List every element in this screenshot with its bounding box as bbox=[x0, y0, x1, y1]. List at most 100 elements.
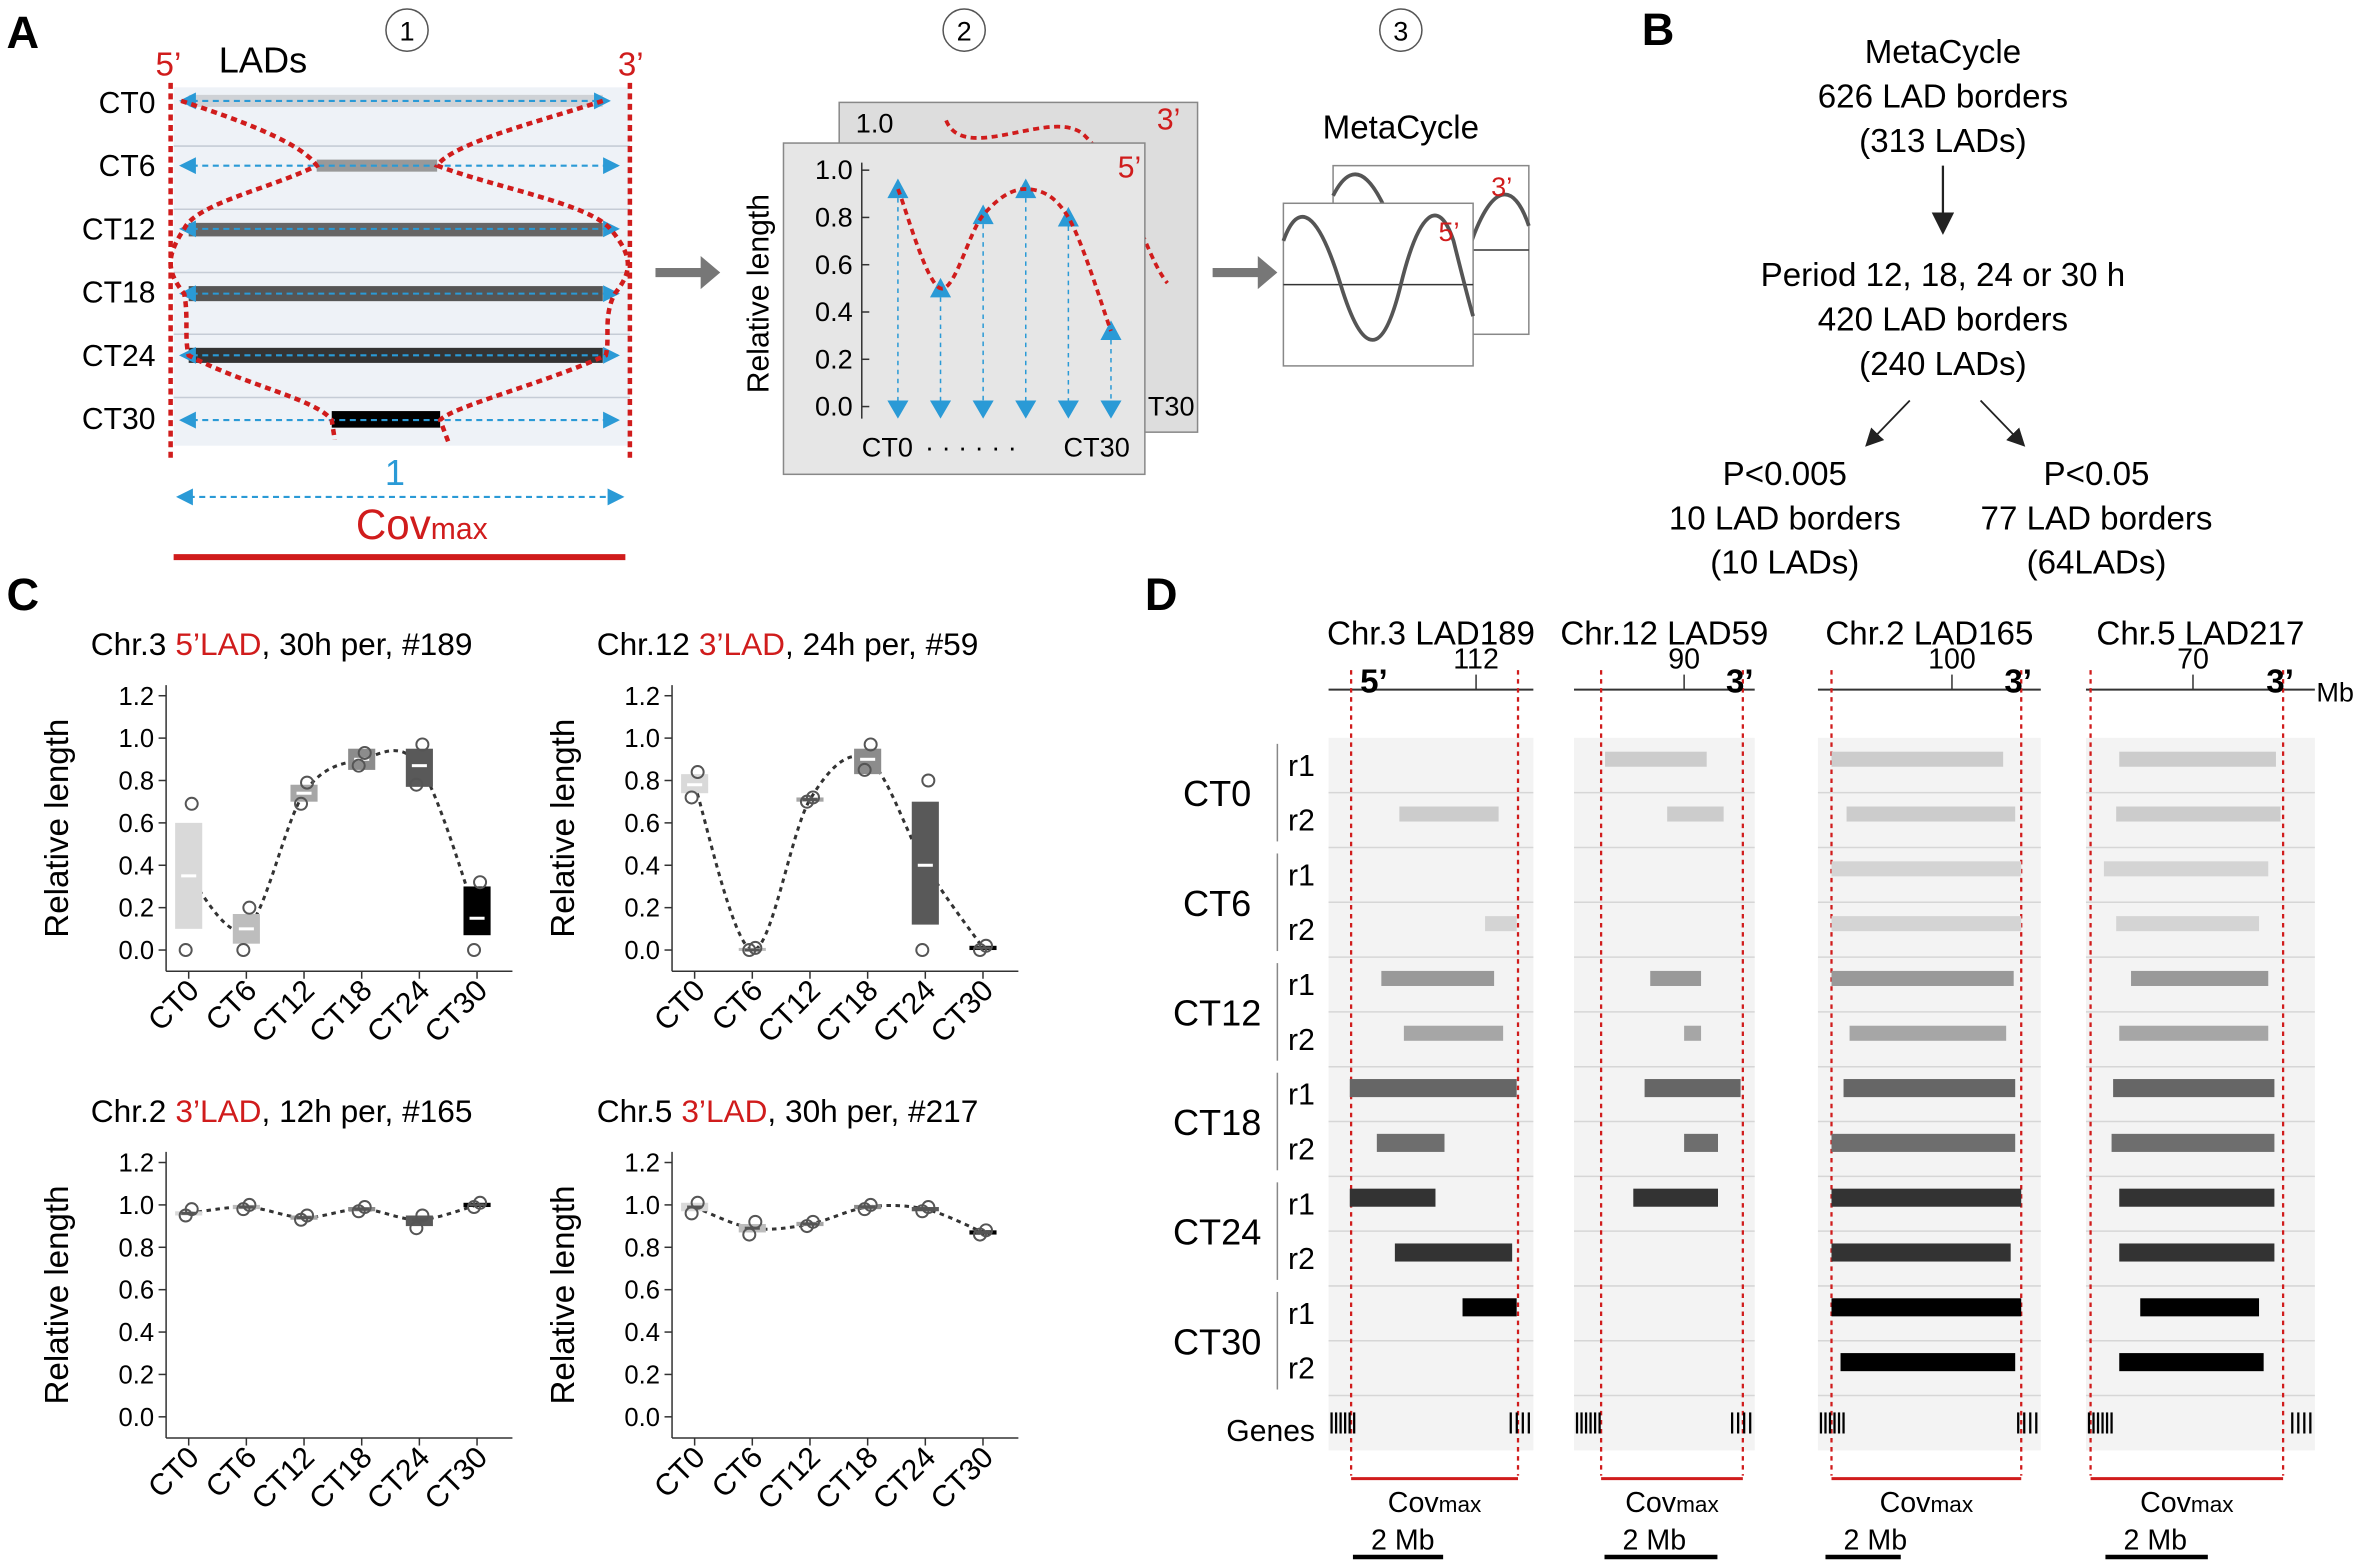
title-part: Chr.3 bbox=[91, 626, 167, 662]
point bbox=[294, 1212, 309, 1227]
flow-text: Period 12, 18, 24 or 30 h bbox=[1761, 257, 2125, 294]
box bbox=[463, 886, 491, 936]
cov: Cov bbox=[1880, 1487, 1932, 1519]
lad-bar bbox=[2116, 916, 2260, 932]
point bbox=[690, 765, 705, 780]
point bbox=[473, 875, 488, 890]
x-end: CT30 bbox=[1064, 431, 1130, 462]
lad-bar bbox=[1831, 751, 2004, 767]
title-part: , 30h per, #189 bbox=[262, 626, 473, 662]
y-tick-label: 0.8 bbox=[624, 768, 660, 796]
replicate-label: r1 bbox=[1288, 1079, 1315, 1112]
lad-bar bbox=[1831, 1188, 2022, 1207]
y-tick-label: 0.2 bbox=[624, 1361, 660, 1389]
y-tick-label: 0.8 bbox=[815, 201, 853, 232]
cov-sub: max bbox=[2191, 1492, 2234, 1517]
scale-label: 2 Mb bbox=[1844, 1524, 1908, 1556]
y-axis-label: Relative length bbox=[742, 194, 775, 393]
point bbox=[921, 773, 936, 788]
y-tick-label: 1.0 bbox=[815, 154, 853, 185]
point bbox=[467, 1200, 482, 1215]
unit-label: Mb bbox=[2316, 677, 2354, 708]
condition-label: CT18 bbox=[1173, 1102, 1261, 1143]
border-curves bbox=[168, 82, 633, 460]
three-prime: 3’ bbox=[618, 46, 644, 83]
y-tick-label: 0.6 bbox=[118, 1277, 154, 1305]
lad-bar bbox=[1349, 1079, 1517, 1098]
front-five: 5’ bbox=[1118, 152, 1141, 185]
replicate-label: r2 bbox=[1288, 1243, 1315, 1276]
flow-text: (313 LADs) bbox=[1859, 123, 2026, 160]
replicate-label: r1 bbox=[1288, 969, 1315, 1002]
row-label: CT18 bbox=[82, 277, 156, 310]
replicate-label: r2 bbox=[1288, 1024, 1315, 1057]
x-tick-label: CT18 bbox=[809, 1441, 884, 1516]
y-tick-label: 0.4 bbox=[815, 296, 853, 327]
x-tick-label: CT12 bbox=[246, 974, 321, 1049]
y-tick-label: 0.6 bbox=[815, 249, 853, 280]
column-title: Chr.12 LAD59 bbox=[1560, 615, 1768, 652]
chart-title: Chr.5 3’LAD, 30h per, #217 bbox=[597, 1093, 979, 1129]
x-tick-label: 70 bbox=[2177, 644, 2209, 676]
y-tick-label: 0.2 bbox=[118, 1361, 154, 1389]
row-label: CT30 bbox=[82, 403, 156, 436]
point bbox=[799, 1219, 814, 1234]
title-part: , 12h per, #165 bbox=[262, 1093, 473, 1129]
x-tick-label: CT12 bbox=[246, 1441, 321, 1516]
x-tick-label: CT24 bbox=[361, 1441, 436, 1516]
lad-bar bbox=[1849, 1025, 2007, 1041]
title-part: , 30h per, #217 bbox=[767, 1093, 978, 1129]
step-number: 3 bbox=[1393, 16, 1408, 47]
step-circle bbox=[1379, 8, 1423, 52]
condition-label: CT6 bbox=[1183, 883, 1251, 924]
x-tick-label: CT18 bbox=[303, 1441, 378, 1516]
point bbox=[409, 777, 424, 792]
x-dots: · · · · · · bbox=[925, 431, 1017, 462]
x-tick-label: CT24 bbox=[867, 974, 942, 1049]
schematic-plot: 0.0 0.2 0.4 0.6 0.8 1.0 bbox=[815, 154, 1122, 422]
x-tick-label: CT0 bbox=[142, 974, 206, 1038]
lad-bar bbox=[2119, 751, 2276, 767]
x-tick-label: CT12 bbox=[752, 1441, 827, 1516]
replicate-label: r2 bbox=[1288, 805, 1315, 838]
border-label: 3’ bbox=[2004, 664, 2032, 701]
row-lines bbox=[173, 145, 630, 399]
bottom-triangle bbox=[972, 400, 994, 419]
bottom-triangle bbox=[1057, 400, 1079, 419]
point bbox=[915, 943, 930, 958]
y-tick-label: 1.0 bbox=[118, 1192, 154, 1220]
title-part: 3’LAD bbox=[699, 626, 785, 662]
panel-label: C bbox=[6, 569, 39, 620]
lad-bar bbox=[1376, 1133, 1445, 1152]
cov-label: Covmax bbox=[1625, 1487, 1719, 1519]
back-tick: 1.0 bbox=[856, 108, 894, 139]
flow-text: P<0.005 bbox=[1723, 456, 1847, 493]
width-label: 1 bbox=[385, 452, 405, 493]
point bbox=[748, 940, 763, 955]
panel-b: B MetaCycle 626 LAD borders (313 LADs) Peri… bbox=[1642, 4, 2213, 582]
browser: CT0 r1 r2 CT6 r1 r2 CT12 r1 r2 CT18 r1 r2 CT24 r1 r2 CT… bbox=[1173, 615, 2315, 1560]
flow-text: 420 LAD borders bbox=[1818, 302, 2068, 339]
point bbox=[799, 794, 814, 809]
y-tick-label: 1.2 bbox=[624, 1150, 660, 1178]
lad-bar bbox=[1667, 806, 1724, 822]
cov-label: Covmax bbox=[2140, 1487, 2234, 1519]
box bbox=[405, 748, 433, 787]
x-tick-label: CT0 bbox=[648, 974, 712, 1038]
y-tick-label: 0.4 bbox=[624, 852, 660, 880]
replicate-label: r1 bbox=[1288, 750, 1315, 783]
point bbox=[742, 943, 757, 958]
y-tick-label: 0.0 bbox=[118, 1404, 154, 1432]
top-triangle bbox=[887, 178, 909, 199]
x-tick-label: CT0 bbox=[648, 1441, 712, 1505]
lad-bar bbox=[1840, 1353, 2016, 1372]
y-tick-label: 0.0 bbox=[815, 391, 853, 422]
lad-bar bbox=[1650, 970, 1702, 986]
y-tick-label: 0.8 bbox=[118, 768, 154, 796]
step-circle bbox=[385, 8, 429, 52]
lad-bar bbox=[1605, 751, 1707, 767]
x-tick-label: CT24 bbox=[867, 1441, 942, 1516]
point bbox=[294, 796, 309, 811]
